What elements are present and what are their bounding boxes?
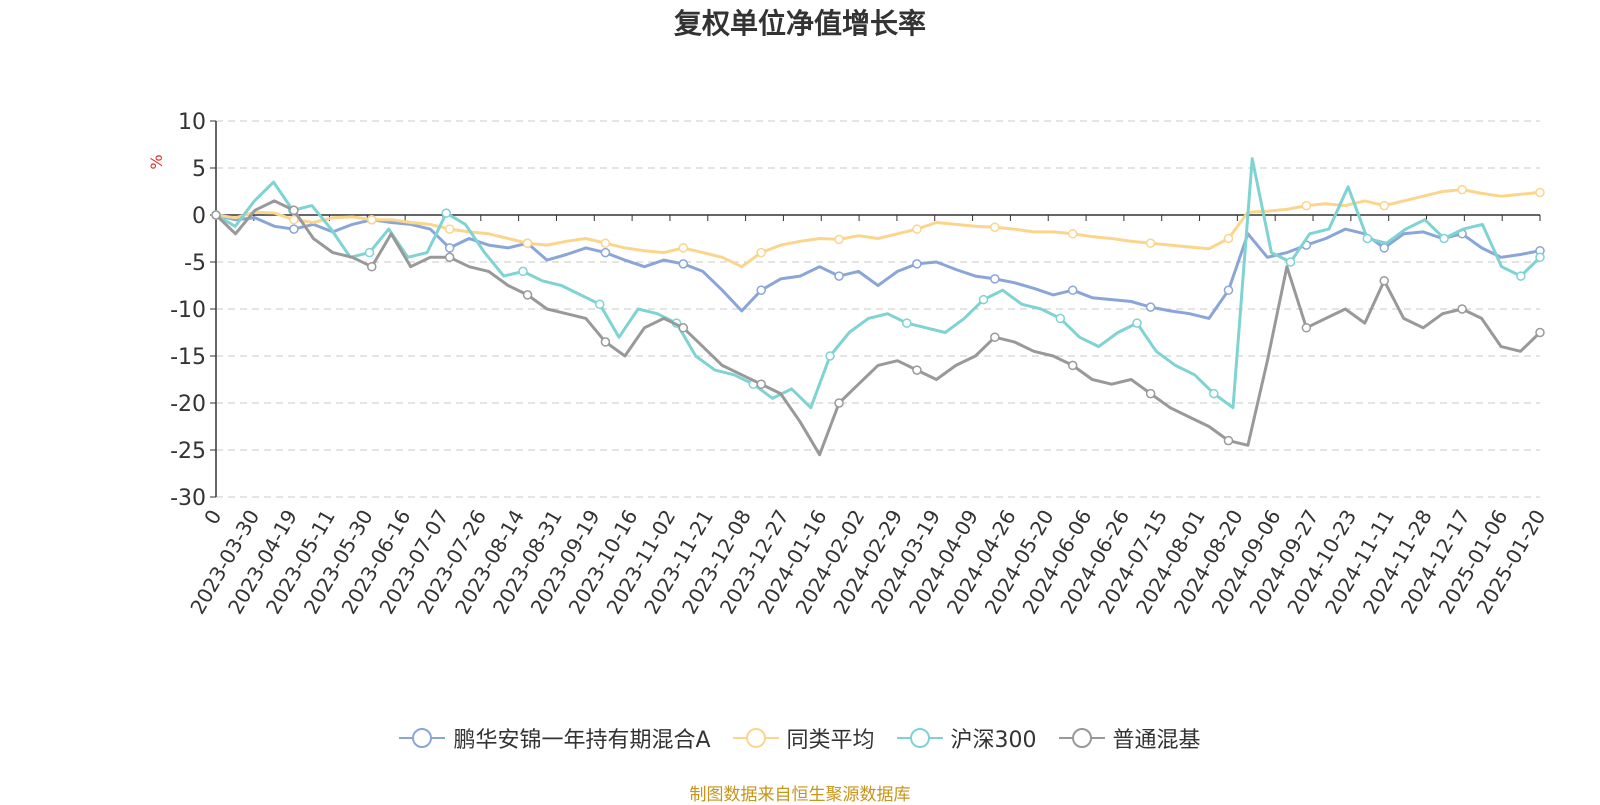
- data-point: [1145, 302, 1156, 312]
- data-point: [1223, 285, 1234, 295]
- legend-label: 同类平均: [786, 728, 875, 753]
- data-point: [595, 299, 605, 310]
- x-tick-label: 0: [199, 506, 226, 529]
- y-tick-label: 0: [192, 204, 206, 229]
- legend-swatch: [732, 728, 779, 748]
- data-point: [825, 351, 835, 361]
- data-point: [1301, 200, 1312, 211]
- legend-item-4[interactable]: 普通混基: [1058, 722, 1201, 754]
- data-point: [1067, 285, 1078, 295]
- data-point: [1285, 257, 1296, 267]
- data-point: [522, 290, 533, 300]
- data-point: [600, 238, 611, 248]
- data-point: [441, 208, 452, 218]
- series-line-2: [215, 188, 1541, 269]
- legend-label: 普通混基: [1112, 728, 1201, 753]
- data-point: [990, 274, 1000, 284]
- series-line-1: [215, 213, 1541, 320]
- series-line-3: [215, 157, 1542, 410]
- data-point: [1145, 388, 1156, 399]
- legend-item-2[interactable]: 同类平均: [732, 722, 875, 754]
- data-point: [1362, 233, 1373, 244]
- legend-swatch: [896, 728, 943, 748]
- data-point: [756, 379, 766, 389]
- data-point: [1457, 184, 1467, 195]
- data-point: [1067, 229, 1078, 239]
- data-point: [1132, 318, 1142, 328]
- legend-item-3[interactable]: 沪深300: [896, 722, 1037, 754]
- chart-title: 复权单位净值增长率: [673, 7, 926, 40]
- data-point: [1516, 271, 1526, 281]
- data-point: [1223, 233, 1234, 244]
- series-line-4: [214, 199, 1542, 457]
- data-point: [756, 247, 766, 258]
- data-point: [978, 294, 989, 305]
- data-point: [211, 210, 221, 220]
- data-point: [1301, 323, 1312, 333]
- data-point: [1535, 327, 1545, 338]
- legend: 鹏华安锦一年持有期混合A 同类平均 沪深300 普通混基: [0, 722, 1600, 754]
- legend-label: 沪深300: [950, 728, 1037, 753]
- data-point: [289, 224, 299, 234]
- data-point: [1379, 200, 1389, 211]
- data-point: [444, 252, 455, 263]
- data-point: [364, 247, 375, 258]
- y-tick-label: -25: [170, 439, 206, 464]
- data-point: [289, 214, 299, 225]
- data-point: [912, 365, 922, 375]
- data-point: [1457, 304, 1467, 314]
- data-point: [678, 323, 689, 333]
- y-tick-label: -10: [170, 298, 206, 323]
- data-point: [367, 214, 377, 225]
- tick-labels: 1050-5-10-15-20-25-30%02023-03-302023-04…: [147, 110, 1550, 618]
- data-point: [289, 205, 299, 216]
- data-point: [1379, 276, 1389, 286]
- data-point: [1535, 252, 1545, 263]
- y-tick-label: 10: [178, 110, 206, 135]
- data-point: [678, 259, 689, 269]
- data-point: [834, 271, 844, 281]
- y-tick-label: -20: [170, 392, 206, 417]
- line-chart: 1050-5-10-15-20-25-30%02023-03-302023-04…: [147, 110, 1550, 618]
- data-point: [1379, 243, 1389, 253]
- data-point: [834, 398, 844, 408]
- data-point: [912, 259, 922, 269]
- data-point: [1067, 360, 1078, 371]
- y-tick-label: -15: [170, 345, 206, 370]
- data-point: [1535, 187, 1545, 198]
- series-lines: [211, 157, 1545, 457]
- y-tick-label: 5: [192, 157, 206, 182]
- legend-swatch: [1058, 728, 1105, 748]
- data-point: [1209, 388, 1219, 399]
- data-point: [756, 285, 766, 295]
- data-point: [600, 247, 611, 258]
- data-point: [1223, 435, 1234, 446]
- data-point: [912, 224, 922, 234]
- data-point: [1055, 313, 1066, 324]
- y-tick-label: -5: [184, 251, 206, 276]
- grid-lines: [216, 120, 1540, 498]
- data-point: [990, 222, 1000, 232]
- data-point: [1439, 233, 1449, 244]
- legend-item-1[interactable]: 鹏华安锦一年持有期混合A: [399, 722, 711, 754]
- data-point: [522, 238, 533, 248]
- source-note: 制图数据来自恒生聚源数据库: [689, 785, 911, 805]
- data-point: [518, 266, 528, 277]
- data-point: [600, 337, 611, 347]
- y-tick-label: -30: [170, 486, 206, 511]
- legend-label: 鹏华安锦一年持有期混合A: [453, 728, 711, 753]
- data-point: [444, 243, 455, 253]
- y-axis-unit: %: [147, 154, 166, 169]
- data-point: [1145, 238, 1156, 248]
- data-point: [367, 261, 377, 272]
- data-point: [444, 224, 455, 234]
- legend-swatch: [399, 728, 446, 748]
- data-point: [678, 243, 689, 253]
- data-point: [834, 234, 844, 245]
- data-point: [990, 332, 1000, 342]
- data-point: [902, 318, 912, 328]
